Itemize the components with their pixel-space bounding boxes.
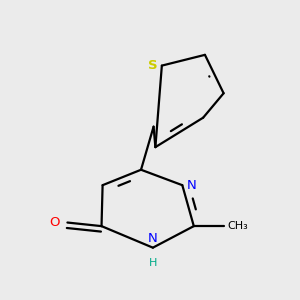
Text: N: N — [187, 179, 197, 192]
Text: H: H — [149, 258, 157, 268]
Text: CH₃: CH₃ — [227, 221, 248, 231]
Text: N: N — [148, 232, 158, 245]
Text: S: S — [148, 59, 158, 72]
Text: O: O — [49, 216, 59, 229]
